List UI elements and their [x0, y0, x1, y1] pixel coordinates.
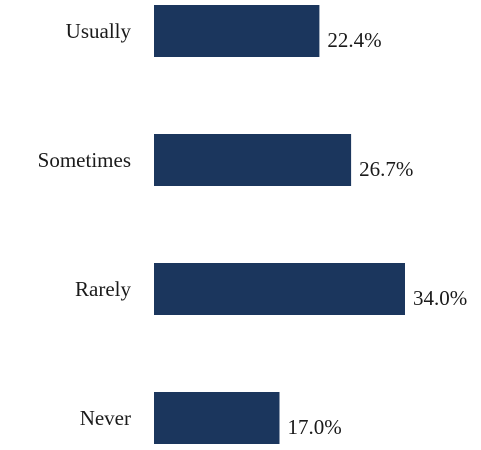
value-label-rarely: 34.0% [413, 286, 467, 310]
category-label-sometimes: Sometimes [38, 148, 131, 172]
bar-never [154, 392, 280, 444]
category-label-usually: Usually [66, 19, 132, 43]
bars-group [154, 5, 405, 444]
value-label-never: 17.0% [288, 415, 342, 439]
category-labels-group: Usually Sometimes Rarely Never [38, 19, 132, 430]
value-label-usually: 22.4% [327, 28, 381, 52]
category-label-never: Never [80, 406, 131, 430]
category-label-rarely: Rarely [75, 277, 131, 301]
bar-rarely [154, 263, 405, 315]
value-labels-group: 22.4% 26.7% 34.0% 17.0% [288, 28, 468, 439]
bar-sometimes [154, 134, 352, 186]
value-label-sometimes: 26.7% [359, 157, 413, 181]
bar-usually [154, 5, 320, 57]
